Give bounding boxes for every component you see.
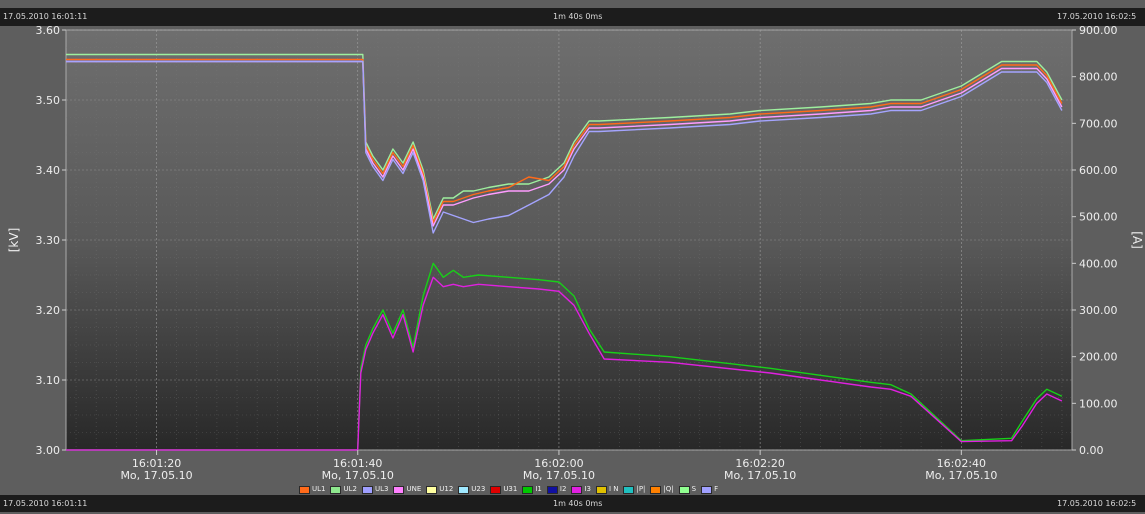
legend-swatch [330, 485, 342, 494]
legend-swatch [522, 485, 534, 494]
legend-swatch [623, 485, 635, 494]
y-left-tick-label: 3.20 [36, 304, 61, 317]
legend-label: |Q| [663, 485, 674, 493]
legend-item[interactable]: UL3 [361, 485, 389, 494]
x-tick-date-label: Mo, 17.05.10 [523, 469, 595, 482]
y-left-tick-label: 3.30 [36, 234, 61, 247]
legend-label: |P| [636, 485, 646, 493]
legend-swatch [701, 485, 713, 494]
header-end-timestamp: 17.05.2010 16:02:5 [1057, 12, 1137, 21]
legend-label: UL1 [312, 485, 326, 493]
y-right-tick-label: 200.00 [1079, 351, 1118, 364]
x-tick-time-label: 16:02:20 [735, 457, 784, 470]
legend-label: F [714, 485, 719, 493]
legend-item[interactable]: U12 [426, 485, 453, 494]
legend-item[interactable]: UL1 [299, 485, 325, 494]
grid [66, 29, 1072, 451]
series-ul2 [66, 53, 1063, 220]
legend-swatch [299, 485, 310, 494]
y-left-tick-label: 3.60 [36, 24, 61, 37]
legend-item[interactable]: I3 [571, 485, 591, 494]
series-ul1 [66, 58, 1063, 224]
y-right-tick-label: 100.00 [1079, 397, 1118, 410]
legend-swatch [361, 485, 373, 494]
x-tick-date-label: Mo, 17.05.10 [322, 469, 394, 482]
y-left-tick-label: 3.10 [36, 374, 61, 387]
legend-item[interactable]: S [678, 485, 697, 494]
legend-label: UL2 [343, 485, 357, 493]
series-une [66, 60, 1063, 227]
y-left-tick-label: 3.50 [36, 94, 61, 107]
legend-item[interactable]: F [701, 485, 718, 494]
x-tick-date-label: Mo, 17.05.10 [120, 469, 192, 482]
legend-item[interactable]: UL2 [330, 485, 357, 494]
legend-label: UL3 [374, 485, 389, 493]
legend-item[interactable]: |Q| [650, 485, 674, 494]
legend-label: I1 [535, 485, 542, 493]
header-start-timestamp: 17.05.2010 16:01:11 [3, 12, 88, 21]
legend-item[interactable]: U31 [490, 485, 517, 494]
legend-label: U12 [439, 485, 454, 493]
y-left-tick-label: 3.00 [36, 444, 61, 457]
series-group [66, 53, 1063, 451]
header-duration: 1m 40s 0ms [553, 12, 603, 21]
y-right-tick-label: 900.00 [1079, 24, 1118, 37]
series-ul3 [66, 60, 1063, 234]
x-tick-date-label: Mo, 17.05.10 [925, 469, 997, 482]
legend-swatch [571, 485, 583, 494]
legend-swatch [546, 485, 558, 494]
footer-end-timestamp: 17.05.2010 16:02:5 [1057, 499, 1137, 508]
legend-label: I2 [559, 485, 567, 493]
legend-swatch [393, 485, 405, 494]
x-tick-time-label: 16:01:20 [132, 457, 181, 470]
legend-swatch [595, 485, 607, 494]
x-tick-date-label: Mo, 17.05.10 [724, 469, 796, 482]
legend-item[interactable]: I2 [546, 485, 567, 494]
x-tick-time-label: 16:02:00 [534, 457, 583, 470]
legend-label: S [691, 485, 697, 493]
series-i3 [66, 276, 1063, 451]
axes: 3.00 3.10 3.20 3.30 3.40 3.50 3.60 0.00 100.00 20… [7, 24, 1144, 482]
y-right-tick-label: 0.00 [1079, 444, 1104, 457]
legend-swatch [650, 485, 662, 494]
y-right-tick-label: 700.00 [1079, 117, 1118, 130]
legend-item[interactable]: UNE [393, 485, 421, 494]
legend-swatch [458, 485, 470, 494]
y-right-tick-label: 300.00 [1079, 304, 1118, 317]
y-right-tick-label: 800.00 [1079, 71, 1118, 84]
legend-item[interactable]: I N [595, 485, 619, 494]
x-tick-time-label: 16:01:40 [333, 457, 382, 470]
y-right-axis-label: [A] [1130, 231, 1144, 249]
legend-swatch [426, 485, 438, 494]
footer-start-timestamp: 17.05.2010 16:01:11 [3, 499, 88, 508]
y-right-tick-label: 500.00 [1079, 211, 1118, 224]
footer-bar: 17.05.2010 16:01:11 1m 40s 0ms 17.05.201… [0, 495, 1145, 512]
legend-label: U31 [503, 485, 518, 493]
legend-label: I N [608, 485, 619, 493]
legend: UL1 UL2 UL3 UNE U12 U23 U31 I1 I2 I3 I N |P| |Q| S F [299, 484, 718, 495]
series-i1 [66, 262, 1063, 451]
y-right-tick-label: 600.00 [1079, 164, 1118, 177]
header-bar: 17.05.2010 16:01:11 1m 40s 0ms 17.05.201… [0, 8, 1145, 26]
legend-swatch [490, 485, 502, 494]
legend-item[interactable]: I1 [522, 485, 542, 494]
x-tick-time-label: 16:02:40 [937, 457, 986, 470]
y-right-tick-label: 400.00 [1079, 257, 1118, 270]
footer-duration: 1m 40s 0ms [553, 499, 603, 508]
legend-item[interactable]: |P| [623, 485, 645, 494]
legend-label: I3 [584, 485, 591, 493]
y-left-axis-label: [kV] [7, 228, 21, 253]
legend-item[interactable]: U23 [458, 485, 485, 494]
legend-swatch [678, 485, 690, 494]
y-left-tick-label: 3.40 [36, 164, 61, 177]
legend-label: UNE [406, 485, 422, 493]
legend-label: U23 [471, 485, 486, 493]
